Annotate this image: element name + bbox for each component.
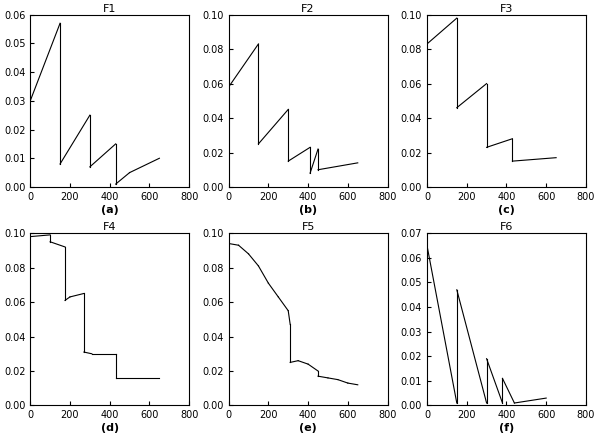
Title: F4: F4 [103, 222, 116, 232]
X-axis label: (f): (f) [499, 423, 514, 433]
X-axis label: (e): (e) [300, 423, 317, 433]
Title: F2: F2 [301, 4, 315, 14]
X-axis label: (b): (b) [299, 205, 317, 215]
X-axis label: (a): (a) [101, 205, 119, 215]
Title: F6: F6 [500, 222, 513, 232]
Title: F1: F1 [103, 4, 116, 14]
Title: F3: F3 [500, 4, 513, 14]
X-axis label: (c): (c) [498, 205, 515, 215]
X-axis label: (d): (d) [101, 423, 119, 433]
Title: F5: F5 [301, 222, 314, 232]
